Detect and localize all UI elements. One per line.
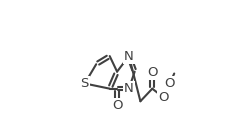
Text: S: S [80,77,89,90]
Text: O: O [147,66,157,79]
Text: N: N [124,82,134,95]
Text: O: O [158,91,169,104]
Text: O: O [165,77,175,90]
Text: N: N [124,50,134,63]
Text: O: O [112,99,122,112]
